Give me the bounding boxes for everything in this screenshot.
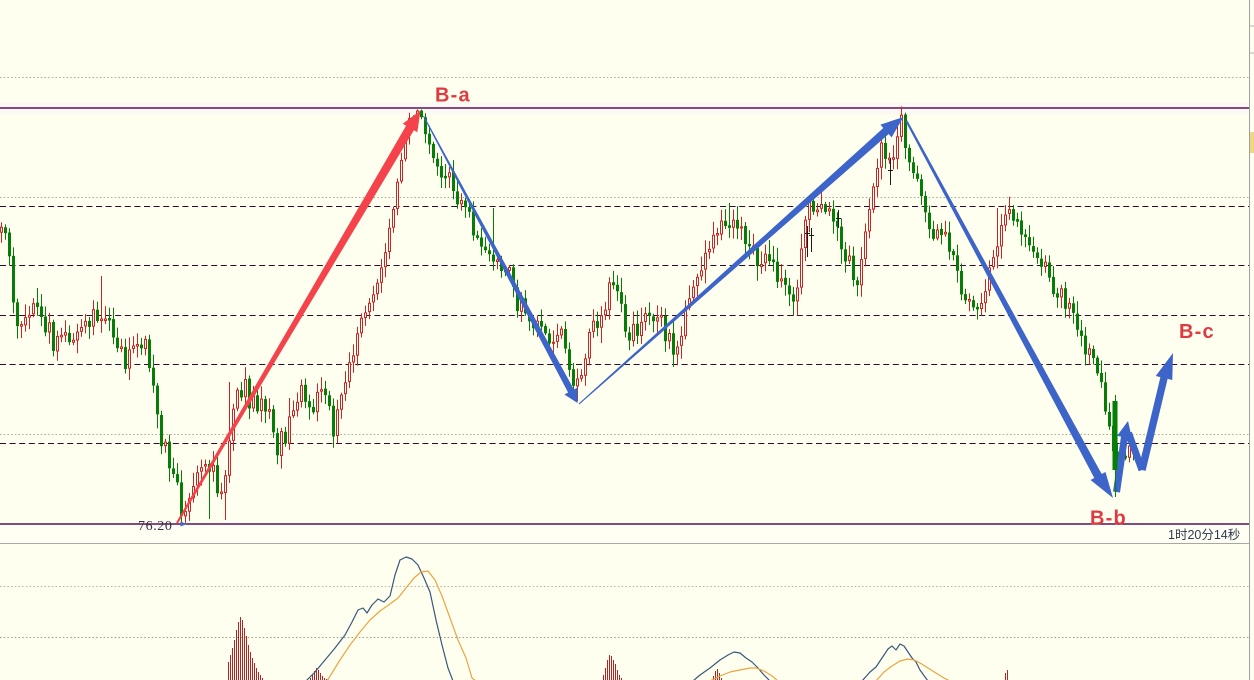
svg-text:1时20分14秒: 1时20分14秒 xyxy=(1168,528,1240,542)
svg-text:B-a: B-a xyxy=(435,85,471,107)
svg-text:B-c: B-c xyxy=(1179,321,1215,343)
svg-text:B-b: B-b xyxy=(1090,508,1127,530)
svg-text:76.20: 76.20 xyxy=(138,519,173,534)
